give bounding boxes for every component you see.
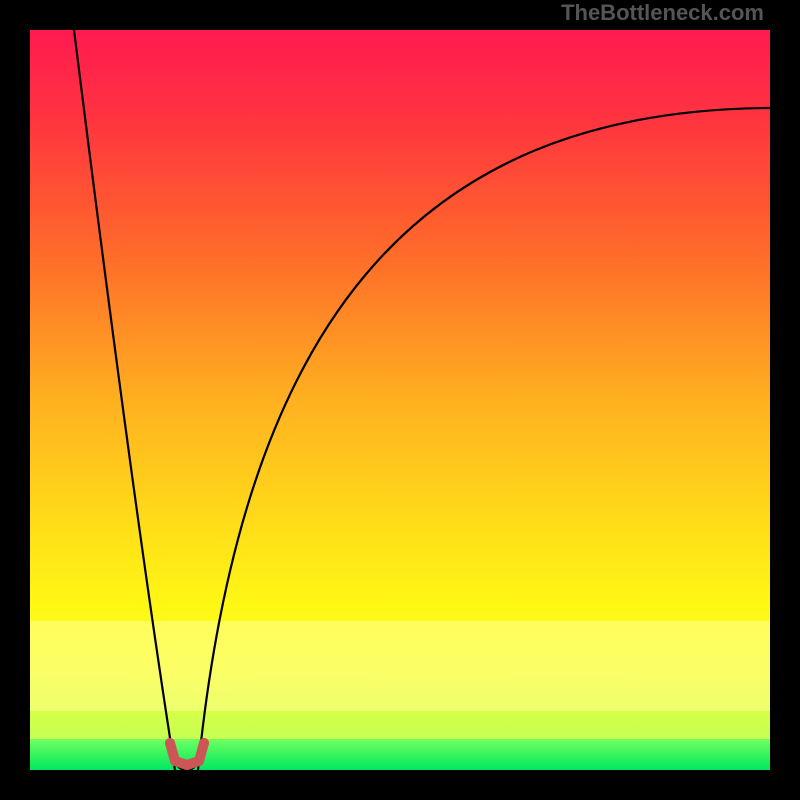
gradient-plot-area	[30, 30, 770, 770]
curve-left-branch	[74, 30, 175, 770]
bottleneck-curve	[30, 30, 770, 770]
bottleneck-marker	[165, 738, 209, 765]
watermark-text: TheBottleneck.com	[561, 0, 764, 26]
chart-frame: TheBottleneck.com	[0, 0, 800, 800]
curve-right-branch	[198, 108, 770, 770]
